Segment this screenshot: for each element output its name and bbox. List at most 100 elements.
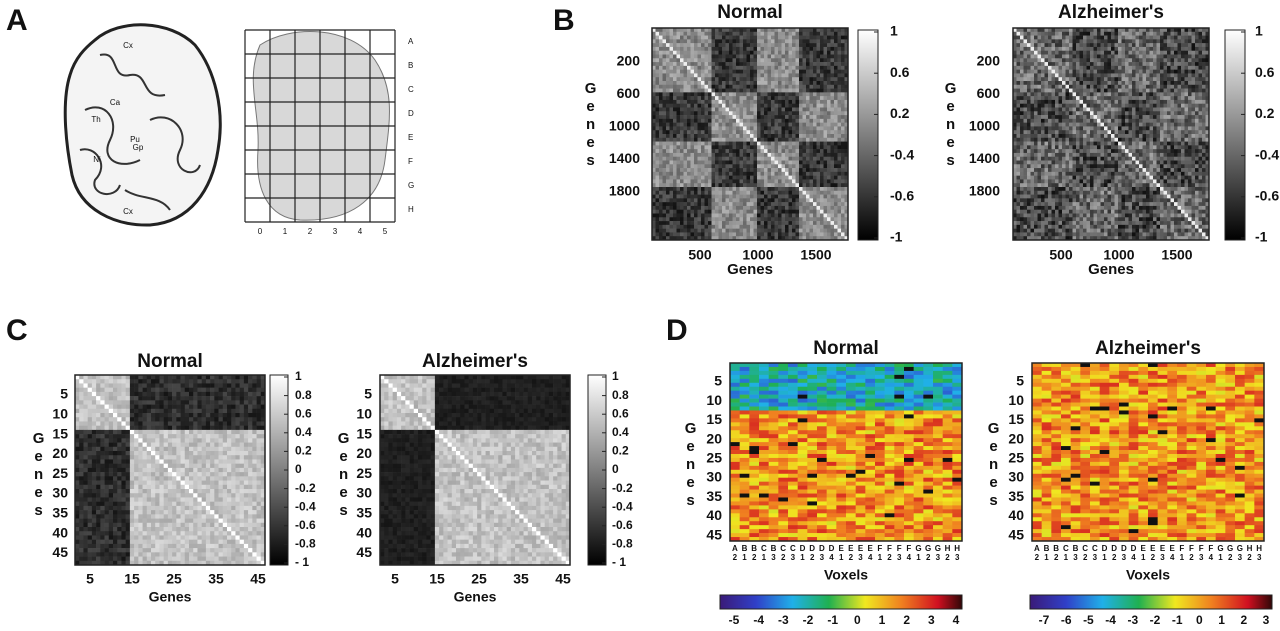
heatmap-cell — [694, 77, 698, 82]
heatmap-cell — [1198, 137, 1203, 142]
heatmap-cell — [1020, 115, 1024, 120]
heatmap-cell — [809, 168, 814, 173]
heatmap-cell — [778, 141, 782, 146]
heatmap-cell — [771, 168, 775, 173]
heatmap-cell — [816, 50, 821, 55]
heatmap-cell — [680, 31, 684, 36]
heatmap-cell — [774, 213, 779, 218]
heatmap-cell — [722, 168, 726, 173]
heatmap-cell — [683, 168, 688, 173]
heatmap-cell — [834, 35, 838, 40]
heatmap-cell — [813, 228, 817, 233]
heatmap-cell — [1069, 103, 1073, 108]
heatmap-cell — [1205, 81, 1210, 86]
heatmap-cell — [743, 152, 747, 158]
heatmap-cell — [1111, 84, 1115, 89]
heatmap-cell — [757, 179, 761, 184]
heatmap-cell — [809, 232, 814, 237]
heatmap-cell — [746, 175, 751, 180]
heatmap-cell — [753, 73, 758, 78]
heatmap-cell — [652, 209, 656, 214]
heatmap-cell — [694, 164, 698, 169]
heatmap-cell — [1114, 141, 1119, 146]
heatmap-cell — [673, 77, 677, 82]
heatmap-cell — [697, 134, 702, 139]
heatmap-cell — [1181, 99, 1185, 105]
heatmap-cell — [683, 99, 688, 105]
heatmap-cell — [1184, 43, 1189, 48]
heatmap-cell — [722, 96, 726, 101]
heatmap-cell — [1107, 31, 1112, 36]
heatmap-cell — [1062, 31, 1066, 36]
y-tick-label: 600 — [617, 85, 641, 101]
heatmap-cell — [676, 126, 681, 131]
heatmap-cell — [711, 209, 716, 214]
colorbar-label: 0.6 — [890, 64, 910, 80]
heatmap-cell — [1198, 103, 1203, 108]
heatmap-cell — [1205, 50, 1210, 55]
heatmap-cell — [795, 35, 800, 40]
heatmap-cell — [1132, 81, 1136, 86]
heatmap-cell — [722, 183, 726, 188]
heatmap-cell — [1139, 77, 1143, 82]
heatmap-cell — [823, 58, 828, 63]
heatmap-cell — [753, 118, 758, 123]
heatmap-cell — [1076, 50, 1080, 55]
heatmap-cell — [820, 187, 824, 192]
heatmap-cell — [1205, 96, 1210, 101]
heatmap-cell — [1188, 84, 1192, 89]
heatmap-cell — [1139, 62, 1143, 67]
heatmap-cell — [753, 145, 758, 150]
heatmap-cell — [1051, 96, 1056, 101]
heatmap-cell — [1079, 99, 1084, 105]
heatmap-cell — [1156, 39, 1161, 44]
heatmap-cell — [694, 111, 698, 116]
heatmap-cell — [788, 92, 793, 97]
heatmap-cell — [830, 183, 835, 188]
heatmap-cell — [1104, 96, 1108, 101]
heatmap-cell — [1195, 115, 1199, 120]
heatmap-cell — [1076, 130, 1080, 135]
heatmap-cell — [813, 54, 817, 59]
heatmap-cell — [1107, 115, 1112, 120]
heatmap-cell — [1062, 126, 1066, 131]
heatmap-cell — [701, 202, 705, 207]
heatmap-cell — [1111, 39, 1115, 44]
heatmap-cell — [802, 28, 807, 33]
heatmap-cell — [813, 88, 817, 93]
heatmap-cell — [1034, 39, 1038, 44]
heatmap-cell — [767, 152, 772, 158]
heatmap-cell — [655, 168, 660, 173]
heatmap-cell — [715, 107, 719, 112]
heatmap-cell — [792, 28, 796, 33]
heatmap-cell — [718, 183, 723, 188]
heatmap-cell — [760, 205, 765, 211]
heatmap-cell — [1058, 99, 1063, 105]
heatmap-cell — [1167, 122, 1171, 127]
heatmap-cell — [1023, 111, 1028, 116]
heatmap-cell — [781, 224, 786, 229]
heatmap-cell — [844, 31, 849, 36]
heatmap-cell — [757, 209, 761, 214]
heatmap-cell — [690, 137, 695, 142]
heatmap-cell — [708, 122, 712, 127]
heatmap-cell — [701, 65, 705, 70]
heatmap-cell — [708, 84, 712, 89]
heatmap-cell — [697, 183, 702, 188]
heatmap-cell — [771, 84, 775, 89]
heatmap-cell — [750, 46, 754, 52]
heatmap-cell — [771, 198, 775, 203]
heatmap-cell — [750, 134, 754, 139]
heatmap-cell — [676, 221, 681, 226]
heatmap-cell — [841, 84, 845, 89]
heatmap-cell — [799, 213, 803, 218]
heatmap-cell — [1184, 118, 1189, 123]
heatmap-cell — [1013, 39, 1017, 44]
heatmap-cell — [1202, 81, 1206, 86]
heatmap-cell — [799, 209, 803, 214]
heatmap-cell — [729, 130, 733, 135]
heatmap-cell — [802, 58, 807, 63]
heatmap-cell — [792, 115, 796, 120]
heatmap-cell — [1149, 62, 1154, 67]
heatmap-cell — [802, 160, 807, 165]
